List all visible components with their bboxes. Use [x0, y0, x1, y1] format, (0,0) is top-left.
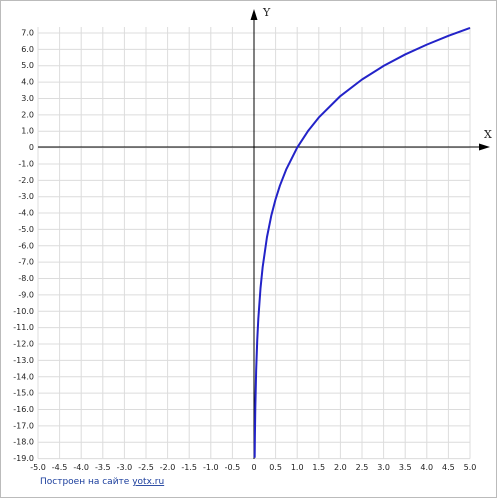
x-tick-label: 0.5 [269, 463, 282, 472]
y-tick-label: -8.0 [18, 274, 34, 283]
x-tick-label: 3.5 [399, 463, 412, 472]
y-tick-label: 6.0 [21, 45, 34, 54]
y-tick-label: 0 [29, 143, 34, 152]
x-tick-label: -2.5 [138, 463, 154, 472]
axes [38, 9, 490, 459]
x-tick-label: 3.0 [377, 463, 390, 472]
y-tick-label: -14.0 [13, 372, 34, 381]
x-tick-label: -0.5 [225, 463, 241, 472]
x-tick-label: 1.5 [312, 463, 325, 472]
y-tick-label: 3.0 [21, 94, 34, 103]
x-tick-label: -1.5 [181, 463, 197, 472]
y-tick-label: 1.0 [21, 127, 34, 136]
x-tick-label: 5.0 [464, 463, 477, 472]
y-tick-label: -2.0 [18, 176, 34, 185]
y-axis-label: Y [262, 6, 271, 19]
x-tick-label: -1.0 [203, 463, 219, 472]
credit: Построен на сайте yotx.ru [40, 477, 164, 487]
y-tick-label: -1.0 [18, 159, 34, 168]
x-tick-label: 4.0 [420, 463, 433, 472]
y-tick-label: 5.0 [21, 61, 34, 70]
x-tick-label: -5.0 [30, 463, 46, 472]
y-tick-label: -19.0 [13, 454, 34, 463]
x-tick-label: 4.5 [442, 463, 455, 472]
x-tick-label: 1.0 [291, 463, 304, 472]
y-tick-label: -9.0 [18, 290, 34, 299]
x-tick-label: 2.5 [356, 463, 369, 472]
x-tick-label: -4.5 [52, 463, 68, 472]
y-tick-label: -4.0 [18, 209, 34, 218]
credit-link[interactable]: yotx.ru [132, 477, 164, 487]
y-tick-label: -13.0 [13, 356, 34, 365]
x-tick-label: 0 [251, 463, 256, 472]
y-tick-label: -15.0 [13, 389, 34, 398]
x-tick-label: -2.0 [160, 463, 176, 472]
credit-text: Построен на сайте [40, 477, 130, 487]
y-tick-label: -16.0 [13, 405, 34, 414]
y-tick-label: -5.0 [18, 225, 34, 234]
x-tick-label: 2.0 [334, 463, 347, 472]
curve [253, 26, 471, 458]
y-arrow [250, 9, 258, 20]
x-tick-label: -3.5 [95, 463, 111, 472]
y-tick-label: -7.0 [18, 258, 34, 267]
y-tick-label: 7.0 [21, 29, 34, 38]
x-arrow [479, 143, 490, 151]
x-tick-label: -4.0 [73, 463, 89, 472]
y-tick-label: -6.0 [18, 241, 34, 250]
y-tick-label: -18.0 [13, 438, 34, 447]
y-tick-label: -10.0 [13, 307, 34, 316]
x-axis-label: X [484, 128, 492, 141]
y-tick-label: 2.0 [21, 110, 34, 119]
y-tick-label: 4.0 [21, 78, 34, 87]
y-tick-label: -11.0 [13, 323, 34, 332]
y-tick-label: -17.0 [13, 421, 34, 430]
y-tick-label: -3.0 [18, 192, 34, 201]
x-tick-label: -3.0 [117, 463, 133, 472]
y-tick-label: -12.0 [13, 340, 34, 349]
